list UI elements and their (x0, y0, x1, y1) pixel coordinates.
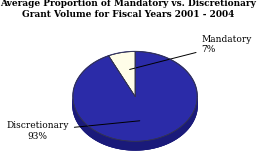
Polygon shape (73, 52, 197, 141)
Polygon shape (109, 52, 135, 64)
Text: Discretionary
93%: Discretionary 93% (6, 121, 140, 141)
Polygon shape (73, 52, 197, 150)
Text: Mandatory
7%: Mandatory 7% (130, 35, 252, 69)
Polygon shape (73, 60, 197, 150)
Polygon shape (109, 60, 135, 105)
Title: Average Proportion of Mandatory vs. Discretionary
Grant Volume for Fiscal Years : Average Proportion of Mandatory vs. Disc… (0, 0, 256, 19)
Polygon shape (73, 60, 197, 150)
Polygon shape (109, 52, 135, 96)
